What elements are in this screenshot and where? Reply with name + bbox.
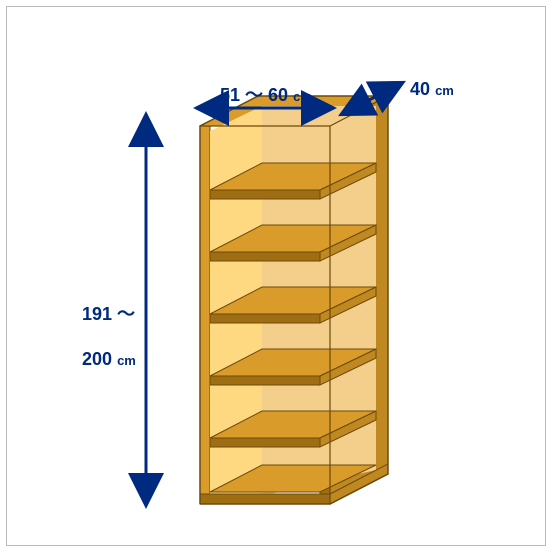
label-depth: 40 cm: [400, 58, 454, 100]
height-line2: 200: [82, 349, 112, 369]
depth-value: 40: [410, 79, 430, 99]
shelf-left-front-edge: [200, 126, 210, 504]
width-unit: cm: [293, 89, 312, 104]
width-value: 51 ～ 60: [220, 85, 288, 105]
label-height: 191 ～ 200 cm: [72, 280, 136, 370]
label-width: 51 ～ 60 cm: [210, 60, 312, 107]
depth-unit: cm: [435, 83, 454, 98]
height-line1: 191 ～: [82, 304, 135, 324]
height-unit: cm: [117, 353, 136, 368]
